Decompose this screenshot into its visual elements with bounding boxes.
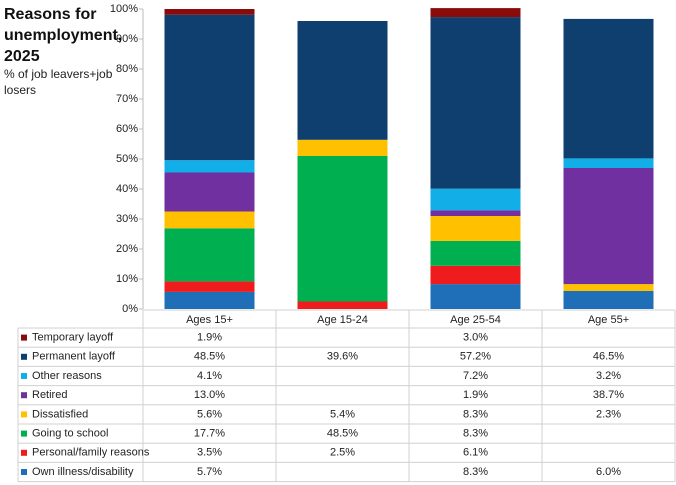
bar-segment	[430, 240, 521, 266]
legend-swatch	[21, 411, 27, 418]
bar-segment	[297, 156, 388, 302]
bar-segment	[164, 291, 255, 309]
x-tick-label: Ages 15+	[186, 314, 233, 326]
table-value: 2.3%	[596, 408, 621, 420]
table-value: 4.1%	[197, 370, 222, 382]
bar-segment	[430, 188, 521, 211]
table-value: 39.6%	[327, 351, 358, 363]
chart-title: Reasons for unemployment, 2025	[4, 6, 123, 65]
legend-swatch	[21, 334, 27, 341]
bar-segment	[563, 168, 654, 285]
legend-swatch	[21, 430, 27, 437]
legend-swatch	[21, 353, 27, 360]
bar-segment	[297, 21, 388, 140]
bar-segment	[563, 284, 654, 291]
bar-segment	[430, 17, 521, 189]
table-value: 8.3%	[463, 428, 488, 440]
chart-subtitle: % of job leavers+job losers	[4, 67, 113, 97]
y-tick-label: 60%	[116, 123, 138, 135]
legend-label: Own illness/disability	[32, 466, 134, 478]
bar-segment	[430, 210, 521, 216]
table-value: 2.5%	[330, 447, 355, 459]
legend-swatch	[21, 449, 27, 456]
table-value: 38.7%	[593, 389, 624, 401]
table-value: 7.2%	[463, 370, 488, 382]
table-value: 46.5%	[593, 351, 624, 363]
bar-segment	[563, 158, 654, 168]
legend-swatch	[21, 392, 27, 399]
bar-segment	[164, 160, 255, 173]
legend-label: Going to school	[32, 428, 108, 440]
table-value: 8.3%	[463, 408, 488, 420]
table-value: 1.9%	[463, 389, 488, 401]
table-value: 6.0%	[596, 466, 621, 478]
table-value: 57.2%	[460, 351, 491, 363]
x-tick-label: Age 25-54	[450, 314, 501, 326]
legend-label: Personal/family reasons	[32, 447, 150, 459]
legend-label: Other reasons	[32, 370, 102, 382]
y-tick-label: 80%	[116, 63, 138, 75]
bar-segment	[164, 14, 255, 161]
bar-segment	[297, 139, 388, 156]
y-tick-label: 90%	[116, 33, 138, 45]
table-value: 5.6%	[197, 408, 222, 420]
x-tick-label: Age 55+	[588, 314, 629, 326]
table-value: 5.4%	[330, 408, 355, 420]
y-tick-label: 0%	[122, 303, 138, 315]
bar-segment	[164, 9, 255, 15]
legend-label: Temporary layoff	[32, 332, 114, 344]
table-value: 3.0%	[463, 332, 488, 344]
bar-segment	[563, 291, 654, 309]
bar-segment	[297, 301, 388, 309]
table-value: 13.0%	[194, 389, 225, 401]
bar-segment	[164, 172, 255, 212]
legend-label: Dissatisfied	[32, 408, 88, 420]
table-value: 48.5%	[327, 428, 358, 440]
x-tick-label: Age 15-24	[317, 314, 368, 326]
bar-segment	[430, 8, 521, 18]
table-value: 3.2%	[596, 370, 621, 382]
bar-segment	[164, 281, 255, 292]
y-tick-label: 70%	[116, 93, 138, 105]
legend-label: Permanent layoff	[32, 351, 116, 363]
y-tick-label: 20%	[116, 243, 138, 255]
table-value: 8.3%	[463, 466, 488, 478]
legend-label: Retired	[32, 389, 67, 401]
bar-segment	[430, 265, 521, 285]
bar-segment	[164, 228, 255, 282]
table-value: 17.7%	[194, 428, 225, 440]
legend-swatch	[21, 469, 27, 475]
y-tick-label: 40%	[116, 183, 138, 195]
table-value: 6.1%	[463, 447, 488, 459]
bar-segment	[430, 216, 521, 241]
y-tick-label: 30%	[116, 213, 138, 225]
table-value: 5.7%	[197, 466, 222, 478]
table-value: 1.9%	[197, 332, 222, 344]
legend-swatch	[21, 373, 27, 379]
bar-segment	[563, 18, 654, 159]
table-value: 3.5%	[197, 447, 222, 459]
y-tick-label: 100%	[110, 3, 138, 15]
y-tick-label: 10%	[116, 273, 138, 285]
bar-segment	[164, 211, 255, 229]
table-value: 48.5%	[194, 351, 225, 363]
bar-segment	[430, 284, 521, 309]
y-tick-label: 50%	[116, 153, 138, 165]
